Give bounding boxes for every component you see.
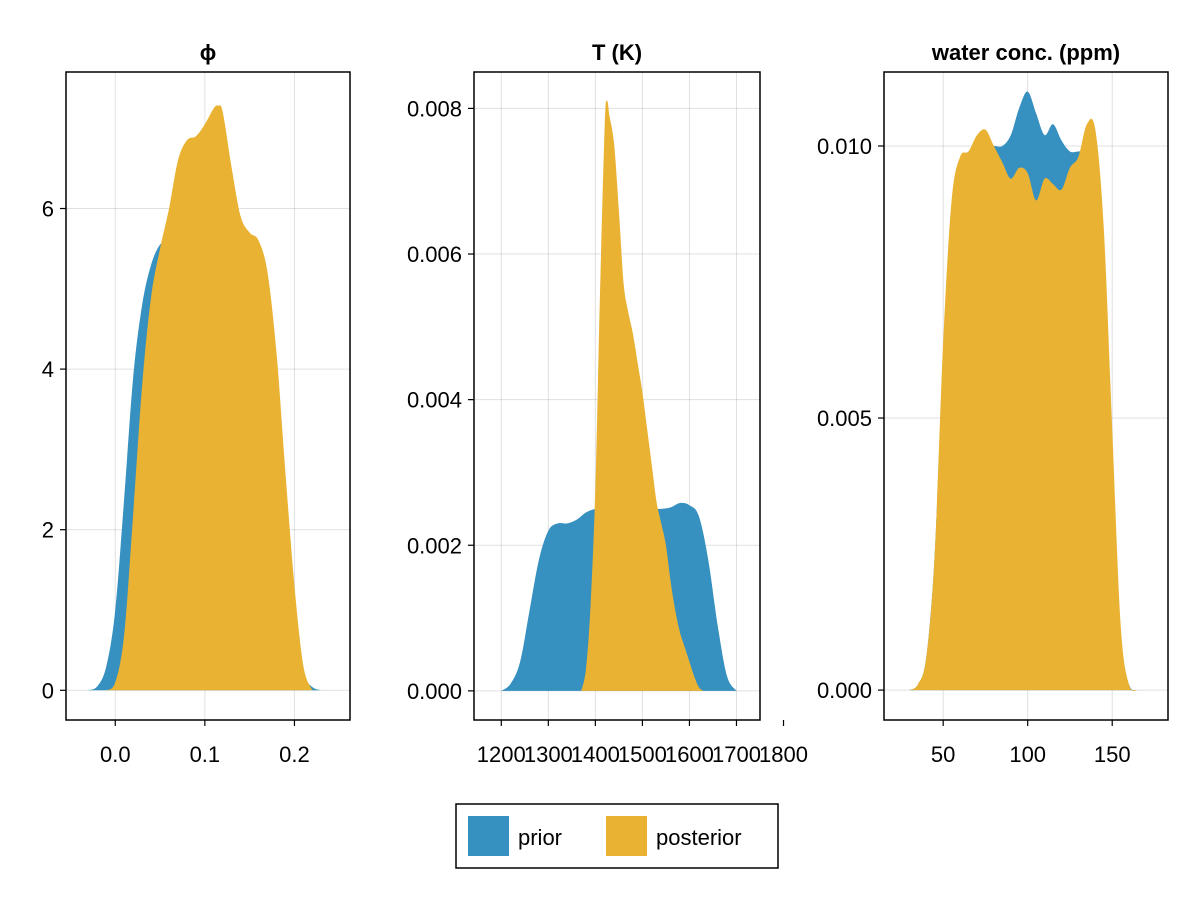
y-tick-label: 4 [42,357,54,382]
x-tick-label: 1700 [712,742,761,767]
axes-frame [473,71,761,721]
y-tick-label: 6 [42,197,54,222]
y-tick-label: 0.002 [407,533,462,558]
x-tick-label: 1400 [571,742,620,767]
density-area-posterior [106,105,313,691]
y-tick-label: 0.005 [817,406,872,431]
y-tick-label: 2 [42,518,54,543]
axes-frame [65,71,351,721]
panel-3: 50 100 150 0.000 0.005 0.010 water conc. (ppm) [817,40,1169,767]
y-tick-label: 0.000 [407,679,462,704]
x-tick-label: 50 [931,742,955,767]
x-tick-label: 1500 [618,742,667,767]
x-tick-label: 1200 [477,742,526,767]
legend-label-posterior: posterior [656,825,742,850]
x-tick-label: 0.2 [279,742,310,767]
y-tick-label: 0.010 [817,134,872,159]
legend: prior posterior [455,803,779,869]
y-tick-label: 0 [42,678,54,703]
x-tick-label: 1600 [665,742,714,767]
panel-title: ϕ [200,40,217,65]
y-tick-label: 0.004 [407,388,462,413]
density-area-posterior [581,100,704,691]
legend-label-prior: prior [518,825,562,850]
panel-title: T (K) [592,40,642,65]
panel-title: water conc. (ppm) [931,40,1120,65]
x-tick-label: 0.0 [100,742,131,767]
legend-swatch-posterior [606,816,647,856]
x-tick-label: 150 [1094,742,1131,767]
x-tick-label: 100 [1009,742,1046,767]
x-tick-label: 1800 [759,742,808,767]
y-tick-label: 0.008 [407,96,462,121]
density-area-posterior [909,118,1138,692]
x-tick-label: 0.1 [190,742,221,767]
legend-swatch-prior [468,816,509,856]
panel-1: 0.0 0.1 0.2 0 2 4 6 ϕ [42,40,351,767]
axes-frame [883,71,1169,721]
y-tick-label: 0.006 [407,242,462,267]
x-tick-label: 1300 [524,742,573,767]
y-tick-label: 0.000 [817,678,872,703]
